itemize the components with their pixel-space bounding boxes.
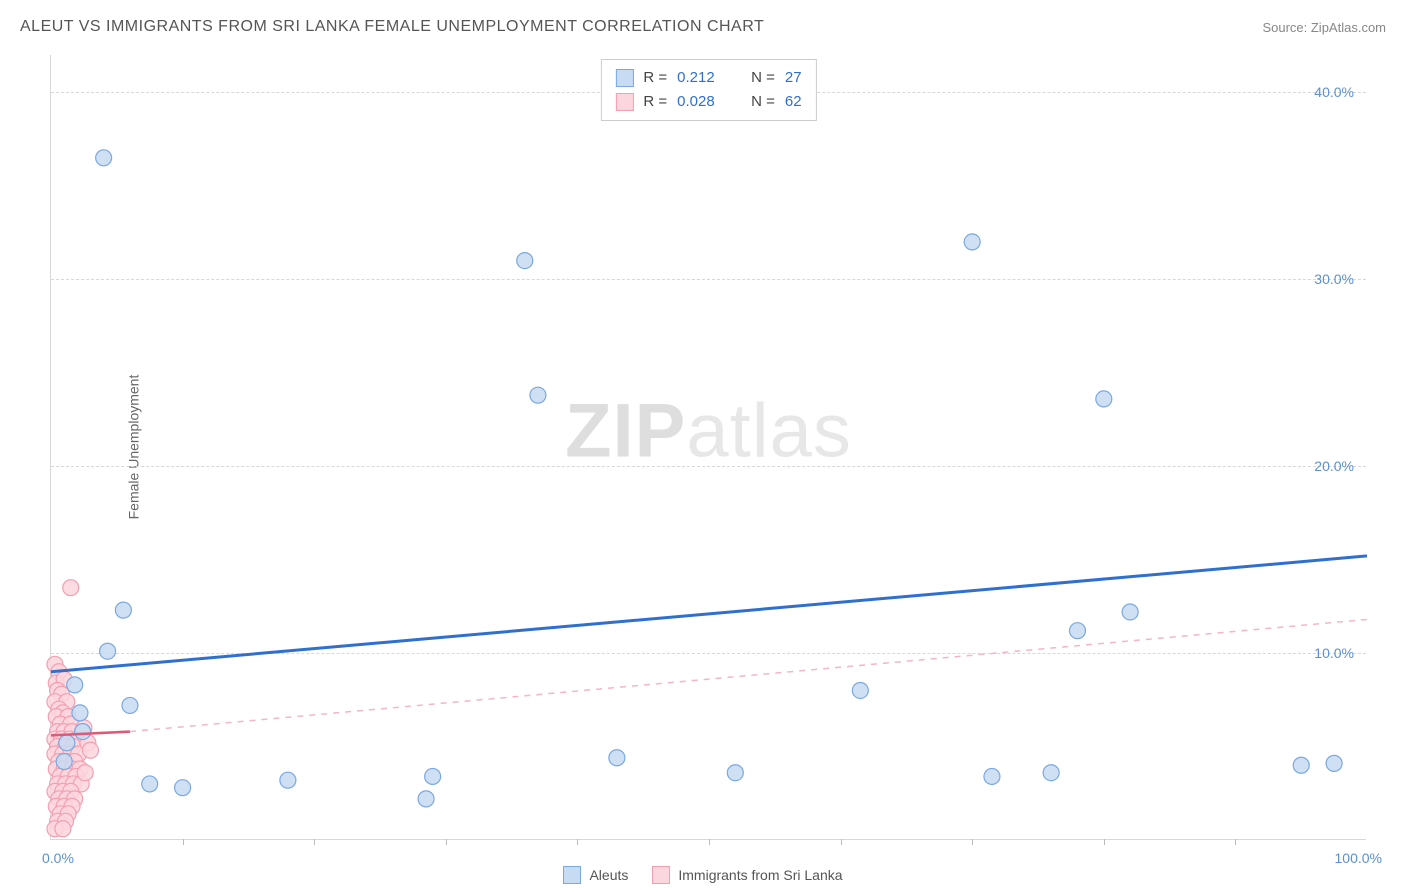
n-label: N = [751,66,775,90]
r-label: R = [643,66,667,90]
legend-label-aleuts: Aleuts [589,867,628,883]
y-tick-label: 30.0% [1314,271,1354,287]
x-tick-label-left: 0.0% [42,850,74,866]
legend-item-aleuts: Aleuts [563,866,628,884]
bottom-legend: Aleuts Immigrants from Sri Lanka [0,866,1406,884]
r-value-1: 0.028 [677,90,733,114]
plot-area: Female Unemployment ZIPatlas R = 0.212 N… [50,55,1366,840]
legend-item-srilanka: Immigrants from Sri Lanka [652,866,842,884]
r-value-0: 0.212 [677,66,733,90]
chart-title: ALEUT VS IMMIGRANTS FROM SRI LANKA FEMAL… [20,18,764,36]
r-label: R = [643,90,667,114]
n-value-1: 62 [785,90,802,114]
y-tick-label: 10.0% [1314,645,1354,661]
legend-swatch-aleuts [615,69,633,87]
legend-row-0: R = 0.212 N = 27 [615,66,801,90]
legend-swatch-srilanka [615,93,633,111]
n-value-0: 27 [785,66,802,90]
title-row: ALEUT VS IMMIGRANTS FROM SRI LANKA FEMAL… [20,18,1386,36]
legend-swatch-srilanka-icon [652,866,670,884]
legend-row-1: R = 0.028 N = 62 [615,90,801,114]
source-label: Source: ZipAtlas.com [1262,20,1386,35]
y-tick-label: 40.0% [1314,84,1354,100]
correlation-legend: R = 0.212 N = 27 R = 0.028 N = 62 [600,59,816,121]
n-label: N = [751,90,775,114]
legend-label-srilanka: Immigrants from Sri Lanka [678,867,842,883]
y-tick-label: 20.0% [1314,458,1354,474]
legend-swatch-aleuts-icon [563,866,581,884]
x-tick-label-right: 100.0% [1335,850,1382,866]
chart-svg [51,55,1366,839]
